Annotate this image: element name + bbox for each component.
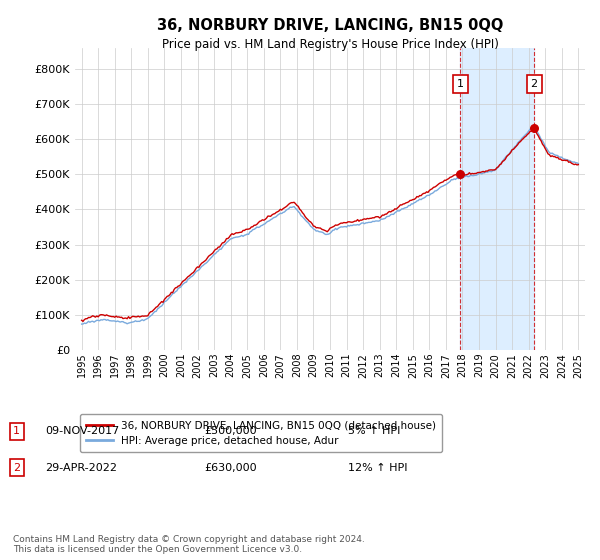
Text: 1: 1: [13, 426, 20, 436]
Point: [529, 124, 539, 133]
Text: 1: 1: [457, 79, 464, 89]
Text: Contains HM Land Registry data © Crown copyright and database right 2024.
This d: Contains HM Land Registry data © Crown c…: [13, 535, 365, 554]
Text: £500,000: £500,000: [204, 426, 257, 436]
Text: 2: 2: [13, 463, 20, 473]
Text: £630,000: £630,000: [204, 463, 257, 473]
Text: 12% ↑ HPI: 12% ↑ HPI: [348, 463, 407, 473]
Legend: 36, NORBURY DRIVE, LANCING, BN15 0QQ (detached house), HPI: Average price, detac: 36, NORBURY DRIVE, LANCING, BN15 0QQ (de…: [80, 414, 442, 452]
Text: 2: 2: [530, 79, 538, 89]
Bar: [460, 48, 534, 350]
Point: [455, 170, 465, 179]
Text: 09-NOV-2017: 09-NOV-2017: [45, 426, 119, 436]
Text: Price paid vs. HM Land Registry's House Price Index (HPI): Price paid vs. HM Land Registry's House …: [161, 38, 499, 51]
Text: 5% ↑ HPI: 5% ↑ HPI: [348, 426, 400, 436]
Text: 36, NORBURY DRIVE, LANCING, BN15 0QQ: 36, NORBURY DRIVE, LANCING, BN15 0QQ: [157, 18, 503, 34]
Text: 29-APR-2022: 29-APR-2022: [45, 463, 117, 473]
